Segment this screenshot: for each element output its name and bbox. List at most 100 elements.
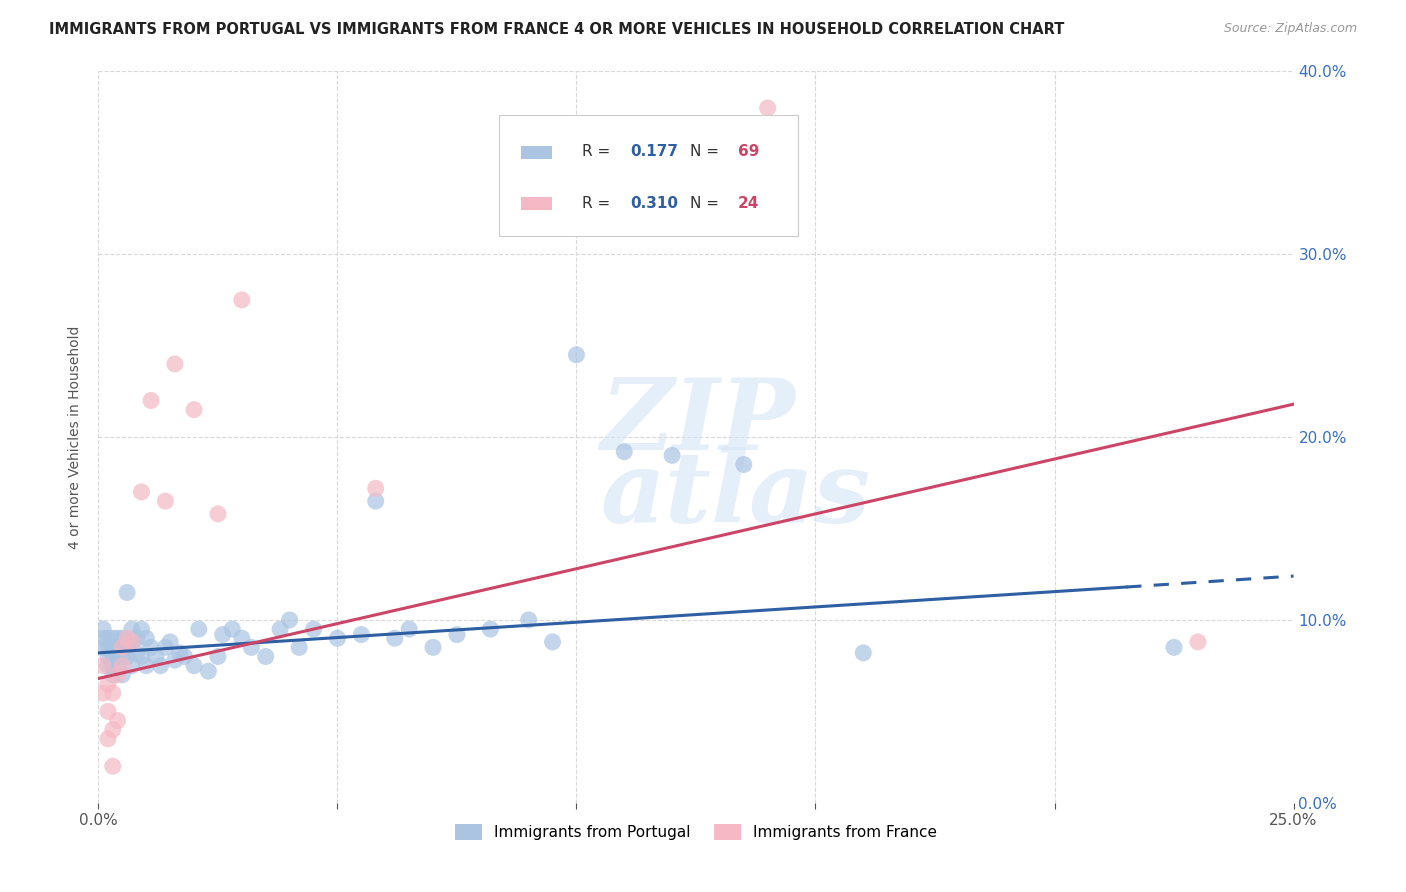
Point xyxy=(183,402,205,417)
Point xyxy=(121,635,143,649)
Point xyxy=(364,494,387,508)
Point xyxy=(101,658,124,673)
Point xyxy=(111,632,134,646)
Point xyxy=(197,664,219,678)
Text: R =: R = xyxy=(582,195,616,211)
Text: 69: 69 xyxy=(738,145,759,160)
Point xyxy=(97,658,120,673)
Point xyxy=(364,481,387,495)
Point xyxy=(302,622,325,636)
Point xyxy=(733,458,755,472)
Point xyxy=(107,714,129,728)
Text: IMMIGRANTS FROM PORTUGAL VS IMMIGRANTS FROM FRANCE 4 OR MORE VEHICLES IN HOUSEHO: IMMIGRANTS FROM PORTUGAL VS IMMIGRANTS F… xyxy=(49,22,1064,37)
Point xyxy=(91,632,114,646)
Point xyxy=(101,632,124,646)
Point xyxy=(91,686,114,700)
Point xyxy=(101,649,124,664)
Point xyxy=(101,759,124,773)
Point xyxy=(155,640,177,655)
Point xyxy=(254,649,277,664)
Text: ZIP: ZIP xyxy=(600,375,796,471)
Text: 0.310: 0.310 xyxy=(630,195,678,211)
Point xyxy=(101,723,124,737)
Point xyxy=(1163,640,1185,655)
Point xyxy=(163,653,186,667)
Point xyxy=(107,640,129,655)
Text: 0.177: 0.177 xyxy=(630,145,678,160)
Point xyxy=(278,613,301,627)
Point xyxy=(111,649,134,664)
Point xyxy=(446,627,468,641)
Point xyxy=(131,649,153,664)
Point xyxy=(661,448,683,462)
Point xyxy=(115,585,138,599)
Point xyxy=(135,658,157,673)
Bar xyxy=(522,197,551,211)
Point xyxy=(350,627,373,641)
Point xyxy=(131,485,153,500)
Point xyxy=(97,731,120,746)
Point xyxy=(145,649,167,664)
Point xyxy=(183,658,205,673)
Point xyxy=(613,444,636,458)
Text: atlas: atlas xyxy=(600,448,870,544)
Point xyxy=(115,640,138,655)
Legend: Immigrants from Portugal, Immigrants from France: Immigrants from Portugal, Immigrants fro… xyxy=(449,818,943,847)
Point xyxy=(221,622,243,636)
Point xyxy=(125,632,148,646)
Point xyxy=(240,640,263,655)
Point xyxy=(115,649,138,664)
Point xyxy=(207,649,229,664)
Point xyxy=(101,686,124,700)
Point xyxy=(111,658,134,673)
Point xyxy=(187,622,209,636)
Text: 24: 24 xyxy=(738,195,759,211)
Point xyxy=(541,635,564,649)
Point xyxy=(1187,635,1209,649)
Point xyxy=(111,667,134,681)
Text: N =: N = xyxy=(690,195,724,211)
Text: Source: ZipAtlas.com: Source: ZipAtlas.com xyxy=(1223,22,1357,36)
Point xyxy=(149,658,172,673)
Point xyxy=(211,627,233,641)
Point xyxy=(107,658,129,673)
Text: N =: N = xyxy=(690,145,724,160)
Point xyxy=(101,667,124,681)
Point xyxy=(159,635,181,649)
Point xyxy=(173,649,195,664)
Point xyxy=(288,640,311,655)
Point xyxy=(756,101,779,115)
Point xyxy=(97,677,120,691)
Point xyxy=(107,632,129,646)
Point xyxy=(207,507,229,521)
Point xyxy=(131,622,153,636)
Point xyxy=(565,348,588,362)
Point xyxy=(97,632,120,646)
Point xyxy=(384,632,406,646)
Point xyxy=(91,640,114,655)
Point xyxy=(97,640,120,655)
Point xyxy=(479,622,502,636)
Point xyxy=(97,649,120,664)
Point xyxy=(517,613,540,627)
Point xyxy=(107,649,129,664)
Point xyxy=(115,632,138,646)
Point xyxy=(135,632,157,646)
Point xyxy=(269,622,291,636)
Point xyxy=(97,705,120,719)
Point xyxy=(111,640,134,655)
Point xyxy=(139,640,162,655)
Point xyxy=(111,640,134,655)
Y-axis label: 4 or more Vehicles in Household: 4 or more Vehicles in Household xyxy=(69,326,83,549)
Point xyxy=(91,622,114,636)
Point xyxy=(155,494,177,508)
Point xyxy=(91,658,114,673)
Text: R =: R = xyxy=(582,145,616,160)
Point xyxy=(852,646,875,660)
Point xyxy=(101,640,124,655)
Point xyxy=(398,622,420,636)
Point xyxy=(125,646,148,660)
Point xyxy=(169,646,191,660)
Point xyxy=(163,357,186,371)
Point xyxy=(121,622,143,636)
